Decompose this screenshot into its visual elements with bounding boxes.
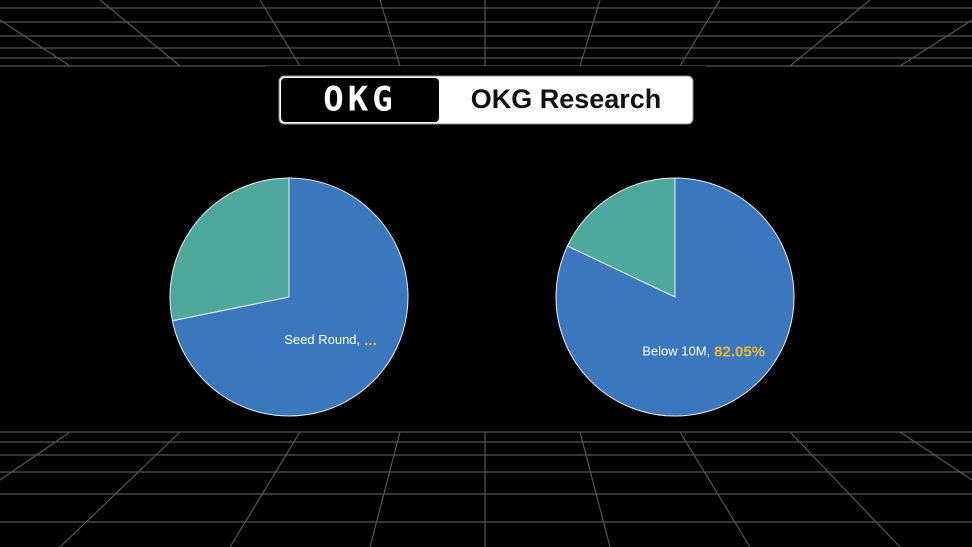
slice-label: Below 10M, 82.05% — [642, 343, 765, 360]
logo: OKG — [323, 80, 396, 120]
slice-label: Seed Round,... — [284, 332, 376, 349]
pie-slice — [171, 177, 409, 417]
slice-value: ... — [364, 332, 377, 349]
header-title: OKG Research — [471, 84, 662, 114]
pie-slice — [566, 177, 676, 298]
slice-value: 82.05% — [714, 343, 765, 360]
slice-category: Below 10M, — [642, 344, 710, 359]
pie-slice — [169, 177, 290, 322]
slice-category: Seed Round, — [284, 332, 360, 347]
grid-bottom — [0, 431, 972, 547]
pie-slice — [555, 177, 795, 417]
logo-box — [281, 78, 439, 122]
